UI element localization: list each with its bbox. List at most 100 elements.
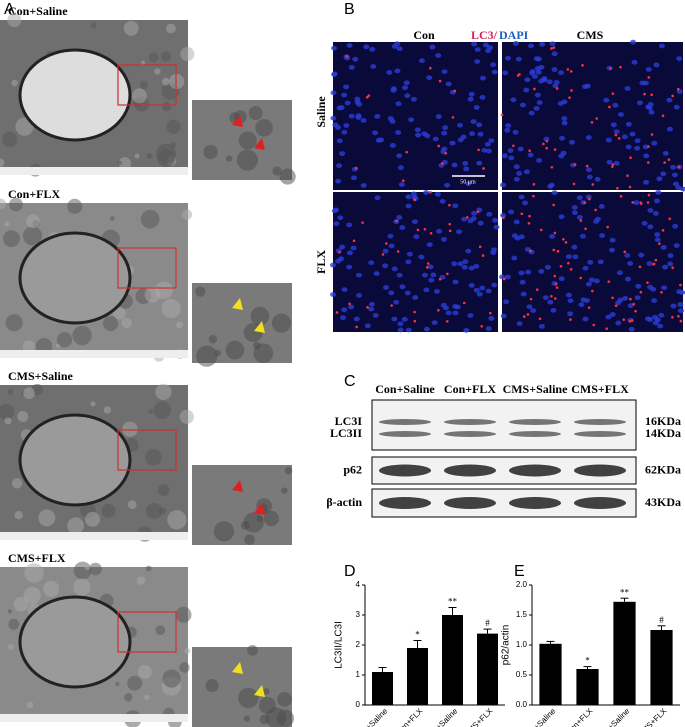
- arrow: [254, 138, 265, 150]
- nucleus: [432, 136, 439, 142]
- puncta: [619, 65, 622, 69]
- puncta: [437, 308, 440, 312]
- nucleus: [527, 152, 534, 158]
- texture: [145, 565, 152, 572]
- nucleus: [331, 45, 338, 51]
- nucleus: [528, 43, 535, 49]
- puncta: [632, 302, 635, 306]
- nucleus: [502, 70, 509, 76]
- puncta: [448, 229, 452, 233]
- nucleus: [676, 89, 683, 94]
- puncta: [550, 165, 554, 169]
- puncta: [661, 229, 665, 232]
- nucleus: [360, 118, 367, 123]
- nucleus: [401, 316, 408, 322]
- nucleus: [522, 200, 529, 206]
- texture: [155, 383, 172, 401]
- nucleus: [511, 255, 518, 261]
- puncta: [535, 288, 539, 291]
- nucleus: [629, 131, 636, 137]
- texture: [103, 406, 112, 414]
- nucleus: [389, 143, 396, 148]
- puncta: [480, 324, 483, 328]
- nucleus: [348, 64, 355, 70]
- texture: [162, 669, 181, 688]
- texture: [137, 664, 152, 679]
- nucleus: [630, 39, 637, 45]
- puncta: [352, 239, 356, 243]
- puncta: [512, 144, 515, 148]
- puncta: [335, 311, 339, 314]
- nucleus: [504, 127, 511, 133]
- nucleus: [353, 316, 360, 322]
- nucleus: [341, 287, 348, 293]
- nucleus: [499, 182, 506, 188]
- band: [509, 431, 561, 437]
- puncta: [522, 315, 526, 318]
- nucleus: [452, 310, 459, 316]
- puncta: [591, 183, 595, 186]
- nucleus: [391, 44, 398, 49]
- nucleus: [444, 182, 451, 188]
- nucleus: [382, 248, 389, 254]
- texture: [9, 197, 23, 212]
- nucleus: [468, 91, 475, 97]
- nucleus: [463, 327, 470, 333]
- band: [574, 464, 626, 477]
- nucleus: [383, 285, 390, 290]
- nucleus: [343, 84, 350, 90]
- nucleus: [524, 77, 531, 83]
- nucleus: [661, 285, 668, 291]
- bar: [576, 669, 599, 705]
- texture: [213, 521, 235, 542]
- puncta: [556, 249, 560, 253]
- nucleus: [654, 237, 661, 243]
- puncta: [570, 89, 573, 92]
- nucleus: [531, 74, 538, 79]
- puncta: [606, 225, 609, 229]
- puncta: [448, 222, 452, 226]
- significance: *: [585, 656, 590, 666]
- texture: [146, 153, 153, 159]
- bar: [372, 672, 393, 705]
- nucleus: [547, 183, 554, 189]
- nucleus: [462, 161, 469, 166]
- puncta: [425, 266, 429, 269]
- nucleus: [333, 221, 340, 227]
- nucleus: [546, 79, 553, 85]
- nucleus: [18, 595, 132, 689]
- puncta: [426, 262, 430, 265]
- nucleus: [468, 283, 475, 288]
- puncta: [542, 142, 545, 146]
- texture: [5, 314, 23, 332]
- texture: [113, 306, 126, 320]
- puncta: [676, 87, 680, 91]
- puncta: [595, 117, 599, 120]
- nucleus: [368, 306, 375, 312]
- texture: [238, 687, 259, 709]
- texture: [22, 340, 35, 353]
- nucleus: [651, 140, 658, 146]
- nucleus: [585, 281, 592, 287]
- y-tick-label: 1.0: [516, 640, 528, 649]
- texture: [153, 401, 172, 420]
- puncta: [477, 148, 480, 152]
- texture: [284, 466, 293, 475]
- puncta: [520, 212, 524, 216]
- puncta: [488, 311, 492, 315]
- texture: [148, 52, 159, 63]
- nucleus: [670, 303, 677, 309]
- texture: [167, 510, 187, 530]
- nucleus: [373, 271, 380, 276]
- nucleus: [346, 222, 353, 228]
- nucleus: [538, 78, 545, 84]
- puncta: [528, 149, 531, 152]
- texture: [180, 47, 195, 62]
- nucleus: [471, 41, 478, 47]
- texture: [124, 693, 133, 702]
- nucleus: [625, 276, 632, 282]
- nucleus: [625, 121, 632, 127]
- zoom-box: [117, 429, 177, 471]
- puncta: [529, 249, 532, 253]
- y-tick-label: 0: [356, 700, 361, 709]
